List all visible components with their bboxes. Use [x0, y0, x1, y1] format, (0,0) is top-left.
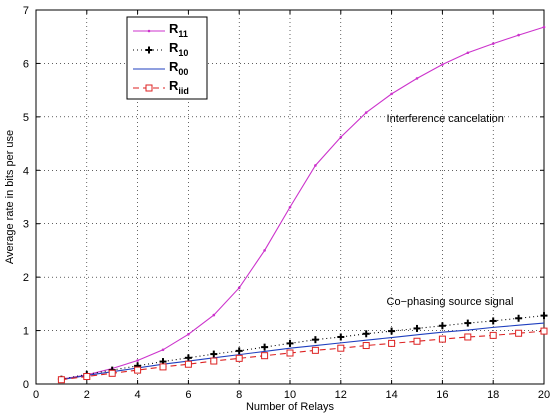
data-point [388, 339, 396, 347]
y-tick-label: 5 [23, 112, 29, 124]
y-tick-label: 7 [23, 5, 29, 17]
data-point [134, 366, 142, 374]
x-tick-label: 2 [84, 389, 90, 401]
y-axis-label: Average rate in bits per use [4, 130, 16, 264]
data-point [489, 317, 497, 325]
data-point [184, 360, 192, 368]
data-point [57, 376, 65, 384]
series-line [61, 315, 545, 380]
series-layer [57, 25, 548, 384]
y-tick-label: 2 [23, 272, 29, 284]
data-point [464, 319, 472, 327]
data-point [466, 51, 470, 55]
legend-box [126, 16, 208, 100]
x-tick-label: 14 [385, 389, 397, 401]
y-tick-label: 3 [23, 219, 29, 231]
data-point [413, 337, 421, 345]
annotation-label: Co−phasing source signal [387, 296, 514, 308]
x-tick-label: 16 [436, 389, 448, 401]
data-point [263, 249, 266, 252]
x-axis-label: Number of Relays [246, 401, 335, 413]
data-point [491, 42, 495, 45]
data-point [390, 92, 393, 96]
y-tick-label: 0 [23, 379, 29, 391]
data-point [464, 333, 472, 341]
data-point [413, 324, 421, 332]
grid-lines [36, 10, 544, 384]
data-point [362, 330, 370, 338]
data-point [187, 333, 190, 336]
data-point [438, 335, 446, 343]
data-point [337, 344, 345, 352]
data-point [83, 373, 91, 381]
legend-swatch-marker [145, 46, 153, 54]
series-r-iid [57, 327, 548, 384]
data-point [261, 343, 269, 351]
data-point [235, 354, 243, 362]
data-point [161, 348, 165, 352]
data-point [235, 347, 243, 355]
legend-swatch-marker [147, 29, 151, 33]
data-point [210, 350, 218, 358]
data-point [337, 333, 345, 341]
data-point [286, 349, 294, 357]
x-tick-label: 10 [284, 389, 296, 401]
data-point [362, 342, 370, 350]
y-tick-label: 1 [23, 326, 29, 338]
series-line [61, 26, 545, 380]
x-tick-label: 6 [185, 389, 191, 401]
data-point [515, 314, 523, 322]
data-point [540, 327, 548, 335]
data-point [388, 327, 396, 335]
data-point [415, 77, 419, 80]
data-point [515, 329, 523, 337]
data-point [210, 357, 218, 365]
data-point [237, 286, 241, 290]
data-point [489, 331, 497, 339]
data-point [184, 354, 192, 362]
data-point [136, 359, 139, 362]
y-tick-label: 4 [23, 165, 29, 177]
y-tick-label: 6 [23, 58, 29, 70]
data-point [286, 339, 294, 347]
x-tick-label: 4 [135, 389, 141, 401]
data-point [288, 205, 292, 209]
annotation-label: Interference cancelation [387, 113, 504, 125]
legend-swatch-marker [145, 84, 153, 92]
x-tick-label: 8 [236, 389, 242, 401]
data-point [261, 352, 269, 360]
data-point [438, 322, 446, 330]
x-tick-label: 18 [487, 389, 499, 401]
data-point [311, 336, 319, 344]
data-point [517, 33, 520, 37]
data-point [212, 313, 216, 317]
series-line [61, 330, 545, 381]
series-line [61, 322, 545, 381]
data-point [441, 63, 444, 66]
data-point [339, 135, 343, 139]
data-point [311, 346, 319, 354]
x-tick-label: 12 [335, 389, 347, 401]
series-r-00 [61, 322, 545, 381]
data-point [314, 164, 317, 167]
data-point [540, 312, 548, 320]
data-point [159, 363, 167, 371]
data-point [542, 25, 546, 29]
annotations: Interference cancelation Co−phasing sourc… [387, 113, 514, 308]
x-tick-label: 20 [538, 389, 550, 401]
data-point [108, 369, 116, 377]
x-tick-label: 0 [33, 389, 39, 401]
data-point [364, 111, 368, 114]
